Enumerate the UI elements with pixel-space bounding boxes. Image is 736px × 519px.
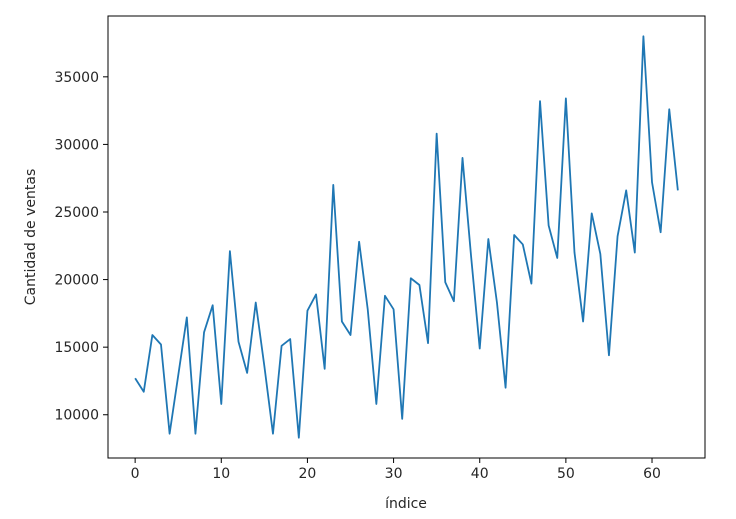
x-tick-label: 50 xyxy=(557,466,575,482)
x-tick-label: 10 xyxy=(212,466,230,482)
x-axis-label: índice xyxy=(385,496,427,512)
x-tick-label: 40 xyxy=(471,466,489,482)
x-tick-label: 60 xyxy=(643,466,661,482)
x-axis-ticks: 0 10 20 30 40 50 60 xyxy=(131,458,661,482)
y-axis-label: Cantidad de ventas xyxy=(23,169,39,306)
y-tick-label: 15000 xyxy=(54,340,99,356)
x-tick-label: 30 xyxy=(385,466,403,482)
y-axis-ticks: 10000 15000 20000 25000 30000 35000 xyxy=(54,70,108,424)
x-tick-label: 20 xyxy=(299,466,317,482)
sales-line xyxy=(134,35,679,439)
y-tick-label: 35000 xyxy=(54,70,99,86)
y-tick-label: 30000 xyxy=(54,137,99,153)
y-tick-label: 25000 xyxy=(54,205,99,221)
y-tick-label: 20000 xyxy=(54,273,99,289)
y-tick-label: 10000 xyxy=(54,408,99,424)
plot-frame xyxy=(107,15,706,459)
x-tick-label: 0 xyxy=(131,466,140,482)
